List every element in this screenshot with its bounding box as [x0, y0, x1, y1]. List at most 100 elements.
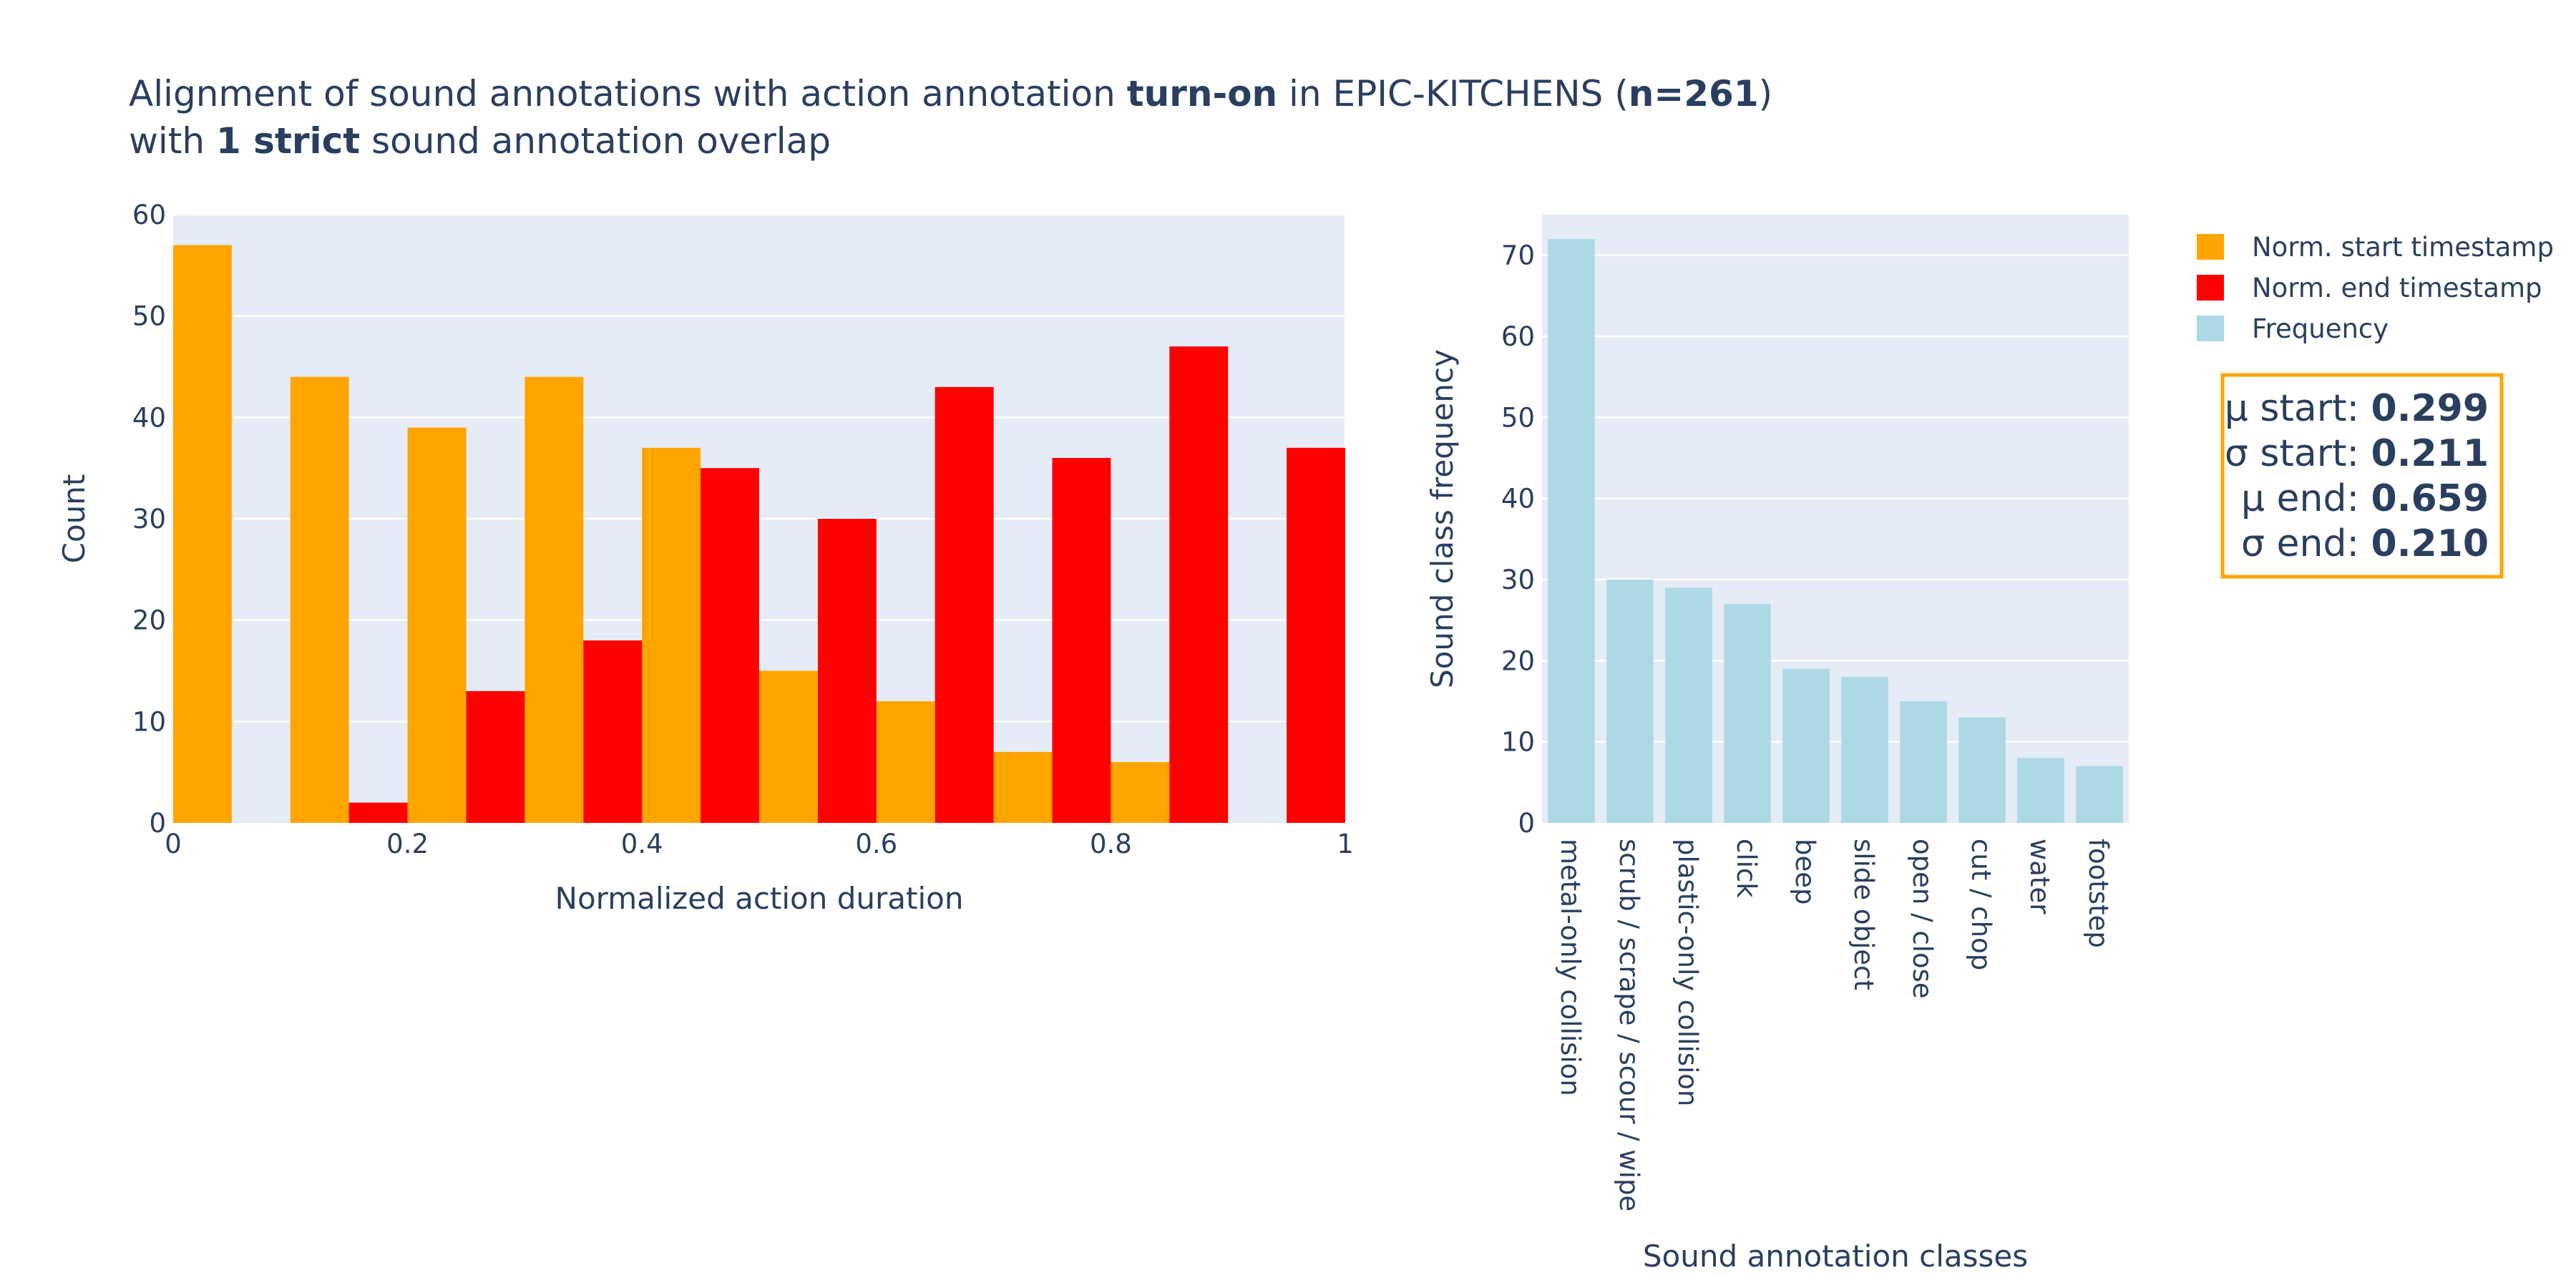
bar-start — [407, 427, 467, 823]
x-tick-label: 0.2 — [386, 829, 429, 859]
left-bars — [173, 245, 1345, 824]
x-tick-label: slide object — [1848, 839, 1879, 990]
bar-frequency — [1782, 668, 1830, 823]
title-segment: 1 strict — [216, 120, 360, 162]
y-tick-label: 20 — [1501, 645, 1535, 676]
bar-end — [466, 691, 525, 823]
legend-label: Frequency — [2252, 313, 2389, 344]
bar-end — [1052, 458, 1111, 823]
bar-start — [993, 751, 1053, 823]
x-tick-label: 0.4 — [621, 829, 663, 859]
title-line-2: with 1 strict sound annotation overlap — [129, 120, 831, 162]
legend-label: Norm. end timestamp — [2252, 273, 2542, 303]
x-tick-label: footstep — [2083, 839, 2114, 948]
legend-swatch — [2197, 234, 2224, 260]
stats-line: σ start: 0.211 — [2225, 432, 2489, 475]
title-line-1: Alignment of sound annotations with acti… — [129, 73, 1772, 114]
bar-start — [525, 376, 584, 823]
bar-end — [348, 802, 408, 823]
bar-start — [1111, 762, 1170, 823]
bar-start — [876, 701, 935, 823]
bar-frequency — [2076, 766, 2123, 823]
x-tick-label: click — [1731, 839, 1762, 898]
bar-frequency — [2017, 758, 2064, 823]
x-tick-label: water — [2024, 839, 2055, 914]
right-x-axis-label: Sound annotation classes — [1643, 1239, 2028, 1274]
bar-frequency — [1841, 677, 1888, 823]
stats-value: 0.659 — [2371, 477, 2489, 520]
y-tick-label: 60 — [1501, 321, 1535, 352]
right-y-axis-label: Sound class frequency — [1425, 349, 1460, 688]
legend-swatch — [2197, 275, 2224, 301]
y-tick-label: 50 — [1501, 402, 1535, 433]
stats-label: σ end: — [2241, 522, 2371, 565]
stats-box-frame — [2220, 373, 2504, 579]
x-tick-label: scrub / scrape / scour / wipe — [1614, 839, 1644, 1211]
x-tick-label: open / close — [1907, 839, 1938, 999]
y-tick-label: 50 — [132, 301, 166, 332]
y-tick-label: 30 — [1501, 565, 1535, 595]
title-segment: ) — [1759, 73, 1773, 114]
stats-line: σ end: 0.210 — [2241, 522, 2489, 565]
stats-value: 0.210 — [2371, 522, 2489, 565]
y-tick-label: 10 — [132, 706, 166, 737]
y-tick-label: 60 — [132, 200, 166, 230]
x-tick-label: plastic-only collision — [1672, 839, 1703, 1106]
legend-swatch — [2197, 316, 2224, 341]
stats-line: μ start: 0.299 — [2225, 387, 2489, 430]
y-tick-label: 70 — [1501, 240, 1535, 271]
right-y-tick-labels: 0 10 20 30 40 50 60 70 — [1501, 240, 1535, 839]
x-tick-label: 0.6 — [855, 829, 897, 859]
x-tick-label: metal-only collision — [1555, 839, 1586, 1096]
y-tick-label: 40 — [1501, 484, 1535, 514]
right-x-tick-labels: metal-only collision scrub / scrape / sco… — [1555, 839, 2114, 1211]
y-tick-label: 30 — [132, 504, 166, 535]
stats-label: σ start: — [2225, 432, 2371, 475]
y-tick-label: 10 — [1501, 727, 1535, 758]
y-tick-label: 0 — [149, 808, 166, 839]
bar-end — [935, 386, 994, 823]
y-tick-label: 40 — [132, 402, 166, 433]
bar-end — [817, 519, 877, 823]
stats-value: 0.299 — [2371, 387, 2489, 430]
bar-start — [173, 245, 232, 823]
bar-frequency — [1665, 587, 1712, 823]
title-segment: in EPIC-KITCHENS ( — [1277, 73, 1629, 114]
title-segment: n=261 — [1629, 73, 1759, 114]
bar-end — [1287, 447, 1345, 823]
x-tick-label: beep — [1790, 839, 1820, 905]
legend-label: Norm. start timestamp — [2252, 232, 2554, 263]
bar-frequency — [1900, 701, 1947, 823]
chart-title: Alignment of sound annotations with acti… — [129, 73, 1772, 162]
bar-start — [290, 376, 349, 823]
bar-end — [1169, 346, 1229, 824]
y-tick-label: 0 — [1518, 808, 1535, 839]
left-x-tick-labels: 0 0.2 0.4 0.6 0.8 1 — [165, 829, 1354, 859]
x-tick-label: cut / chop — [1966, 839, 1996, 970]
title-segment: turn-on — [1127, 73, 1277, 114]
x-tick-label: 0 — [165, 829, 182, 859]
title-segment: with — [129, 120, 216, 162]
bar-frequency — [1606, 580, 1654, 823]
bar-frequency — [1548, 239, 1595, 823]
left-chart: 0 0.2 0.4 0.6 0.8 1 0 10 20 30 40 50 60 Normalized … — [57, 200, 1354, 916]
left-y-axis-label: Count — [57, 474, 92, 564]
left-x-axis-label: Normalized action duration — [555, 881, 964, 916]
right-bars — [1548, 239, 2123, 823]
title-segment: Alignment of sound annotations with acti… — [129, 73, 1127, 114]
stats-label: μ start: — [2225, 387, 2371, 430]
title-segment: sound annotation overlap — [360, 120, 831, 162]
y-tick-label: 20 — [132, 605, 166, 636]
stats-value: 0.211 — [2371, 432, 2489, 475]
bar-start — [642, 447, 701, 823]
left-y-tick-labels: 0 10 20 30 40 50 60 — [132, 200, 166, 839]
legend: Norm. start timestamp Norm. end timestamp… — [2197, 232, 2554, 344]
bar-start — [759, 670, 818, 823]
right-chart: metal-only collision scrub / scrape / sco… — [1425, 215, 2129, 1274]
stats-line: μ end: 0.659 — [2241, 477, 2489, 520]
bar-frequency — [1958, 717, 2006, 823]
bar-end — [583, 640, 643, 823]
